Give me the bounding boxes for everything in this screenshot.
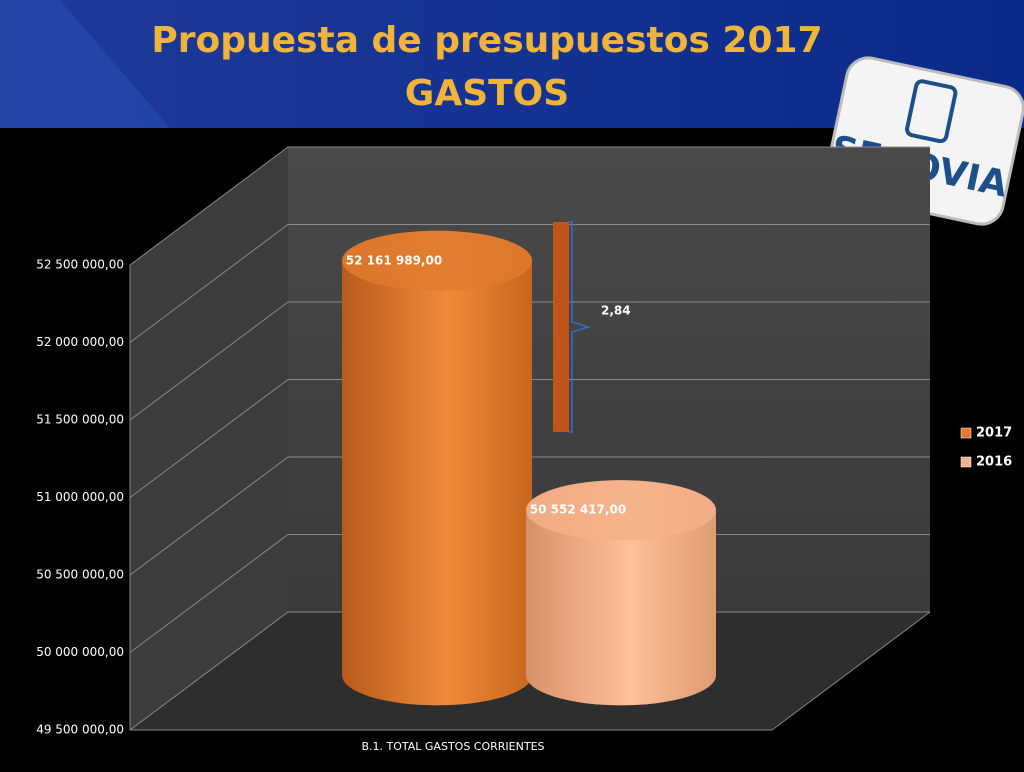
legend-label: 2017 bbox=[976, 426, 1012, 441]
grid-line bbox=[129, 456, 930, 576]
x-tick-label: B.1. TOTAL GASTOS CORRIENTES bbox=[361, 740, 544, 753]
bracket-line bbox=[569, 221, 591, 433]
y-tick-label: 49 500 000,00 bbox=[36, 723, 124, 737]
y-tick-label: 50 500 000,00 bbox=[36, 568, 124, 582]
y-tick-label: 50 000 000,00 bbox=[36, 645, 124, 659]
cylinder bbox=[526, 480, 716, 706]
value-label: 52 161 989,00 bbox=[346, 253, 442, 267]
logo-crest bbox=[905, 79, 958, 144]
cylinder-top bbox=[526, 480, 716, 541]
legend-label: 2016 bbox=[976, 455, 1012, 470]
title: Propuesta de presupuestos 2017 bbox=[151, 20, 822, 61]
header-decor bbox=[0, 0, 170, 128]
y-tick-label: 51 000 000,00 bbox=[36, 490, 124, 504]
y-tick-label: 52 500 000,00 bbox=[36, 258, 124, 272]
value-label: 50 552 417,00 bbox=[530, 503, 626, 517]
legend-swatch bbox=[960, 427, 972, 439]
y-tick-label: 51 500 000,00 bbox=[36, 413, 124, 427]
chart: 49 500 000,00 50 000 000,00 50 500 000,00 5… bbox=[36, 146, 1012, 753]
floor-edge bbox=[771, 611, 931, 731]
y-tick-label: 52 000 000,00 bbox=[36, 335, 124, 349]
change-bracket bbox=[553, 222, 569, 432]
grid-line bbox=[129, 224, 930, 343]
grid-line bbox=[129, 301, 930, 421]
legend-swatch bbox=[960, 456, 972, 468]
title: GASTOS bbox=[405, 73, 569, 114]
cylinder bbox=[342, 230, 532, 706]
annotation: 2,84 bbox=[601, 304, 631, 318]
grid-line bbox=[129, 379, 930, 498]
grid-line bbox=[129, 146, 930, 266]
cylinder-top bbox=[342, 230, 532, 291]
